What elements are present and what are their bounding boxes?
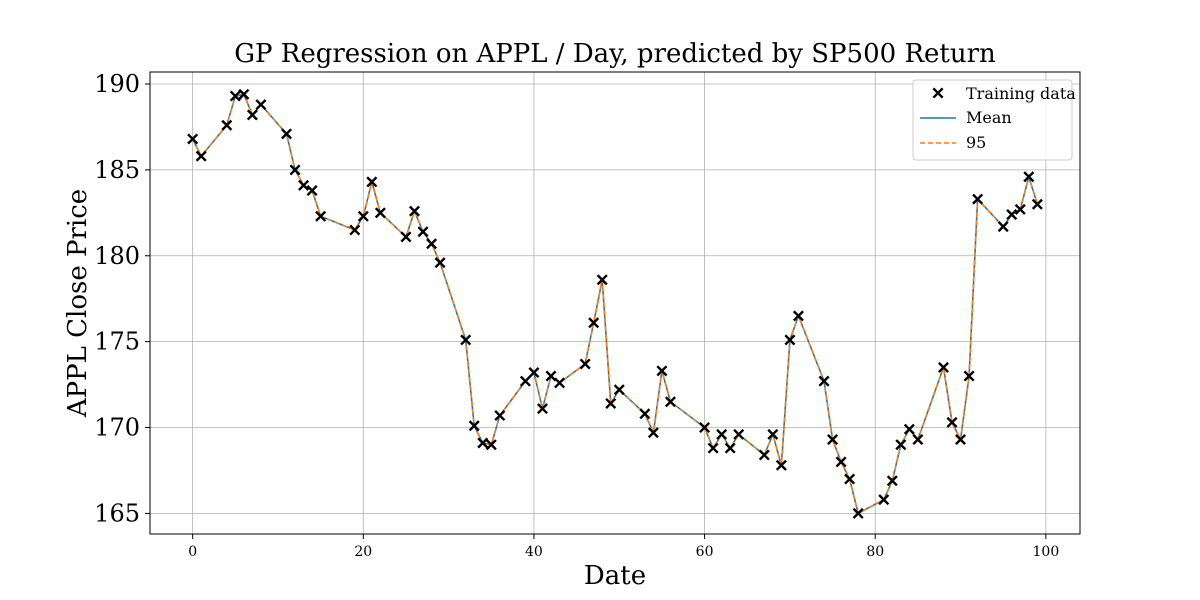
- training-data-point: [844, 473, 856, 485]
- legend-box: [912, 79, 1073, 161]
- training-data-point: [699, 422, 711, 434]
- training-data-point: [579, 358, 591, 370]
- x-axis: 0 20 40 60 80 100: [188, 534, 1059, 560]
- bound-line: [191, 93, 1039, 515]
- training-data-point: [596, 274, 608, 286]
- training-data-point: [955, 434, 967, 446]
- plot-area: [149, 71, 1081, 535]
- training-data-point: [912, 434, 924, 446]
- training-data-point: [818, 375, 830, 387]
- training-data-point: [485, 439, 497, 451]
- training-data-point: [775, 459, 787, 471]
- training-data-point: [349, 224, 361, 236]
- training-data-point: [784, 334, 796, 346]
- legend-bound-label: 95: [966, 133, 986, 152]
- training-data-point: [374, 207, 386, 219]
- training-data-point: [528, 367, 540, 379]
- chart-title: GP Regression on APPL / Day, predicted b…: [234, 39, 996, 69]
- training-data-point: [639, 408, 651, 420]
- training-data-point: [246, 109, 258, 121]
- training-data-point: [400, 231, 412, 243]
- training-data-point: [229, 90, 241, 102]
- y-tick-label: 175: [94, 328, 140, 356]
- y-axis: 165 170 175 180 185 190: [94, 70, 150, 527]
- legend: Training data Mean 95: [912, 79, 1076, 161]
- training-data-point: [221, 119, 233, 131]
- training-data-point: [946, 416, 958, 428]
- training-data-point: [827, 434, 839, 446]
- training-data-point: [767, 428, 779, 440]
- training-data-point: [255, 99, 267, 111]
- training-data-point: [937, 361, 949, 373]
- y-tick-label: 185: [94, 156, 140, 184]
- training-data-point: [1023, 171, 1035, 183]
- training-data-point: [895, 439, 907, 451]
- training-data-point: [195, 150, 207, 162]
- training-data-point: [408, 205, 420, 217]
- series: [187, 88, 1043, 519]
- training-data-point: [494, 409, 506, 421]
- x-tick-label: 40: [525, 544, 543, 560]
- legend-mean-label: Mean: [966, 108, 1012, 127]
- training-data-point: [758, 449, 770, 461]
- training-data-point: [707, 442, 719, 454]
- training-data-point: [792, 310, 804, 322]
- training-data-point: [733, 428, 745, 440]
- legend-training-label: Training data: [966, 84, 1076, 103]
- training-data-point: [298, 179, 310, 191]
- training-data-point: [417, 226, 429, 238]
- training-data-point: [835, 456, 847, 468]
- training-data-point: [468, 420, 480, 432]
- training-data-point: [656, 365, 668, 377]
- y-tick-label: 190: [94, 70, 140, 98]
- training-data-point: [1006, 209, 1018, 221]
- training-data-point: [716, 428, 728, 440]
- y-tick-label: 180: [94, 242, 140, 270]
- training-data-point: [519, 375, 531, 387]
- legend-training-marker-glyph: [932, 87, 944, 99]
- x-tick-label: 80: [866, 544, 884, 560]
- x-tick-label: 0: [188, 544, 197, 560]
- training-data-point: [1031, 198, 1043, 210]
- training-data-point: [306, 185, 318, 197]
- training-data-point: [357, 210, 369, 222]
- training-data-point: [613, 384, 625, 396]
- legend-training-marker: [932, 87, 944, 99]
- training-data-point: [460, 334, 472, 346]
- training-data-point: [724, 442, 736, 454]
- y-tick-label: 170: [94, 414, 140, 442]
- y-tick-label: 165: [94, 499, 140, 527]
- training-data-point: [588, 317, 600, 329]
- training-data-point: [1014, 203, 1026, 215]
- training-data-point: [886, 475, 898, 487]
- mean-line: [191, 93, 1039, 515]
- x-tick-label: 60: [696, 544, 714, 560]
- training-data-point: [545, 370, 557, 382]
- x-axis-label: Date: [584, 561, 646, 591]
- training-data-point: [187, 133, 199, 145]
- x-tick-label: 100: [1033, 544, 1060, 560]
- training-data-point: [852, 507, 864, 519]
- training-data-point: [664, 396, 676, 408]
- training-data-point: [426, 238, 438, 250]
- training-data-point: [315, 210, 327, 222]
- training-data-point: [366, 176, 378, 188]
- training-data-point: [997, 221, 1009, 233]
- training-data-point: [554, 377, 566, 389]
- training-data-point: [647, 427, 659, 439]
- x-tick-label: 20: [354, 544, 372, 560]
- training-data-point: [963, 370, 975, 382]
- training-data-point: [605, 397, 617, 409]
- training-data-point: [536, 403, 548, 415]
- training-data-point: [878, 494, 890, 506]
- y-axis-label: APPL Close Price: [63, 189, 93, 418]
- training-data-point: [281, 128, 293, 140]
- training-data-point: [238, 88, 250, 100]
- training-data-point: [477, 437, 489, 449]
- training-data-point: [434, 257, 446, 269]
- training-data-point: [972, 193, 984, 205]
- training-data-point: [289, 164, 301, 176]
- training-data-point: [903, 423, 915, 435]
